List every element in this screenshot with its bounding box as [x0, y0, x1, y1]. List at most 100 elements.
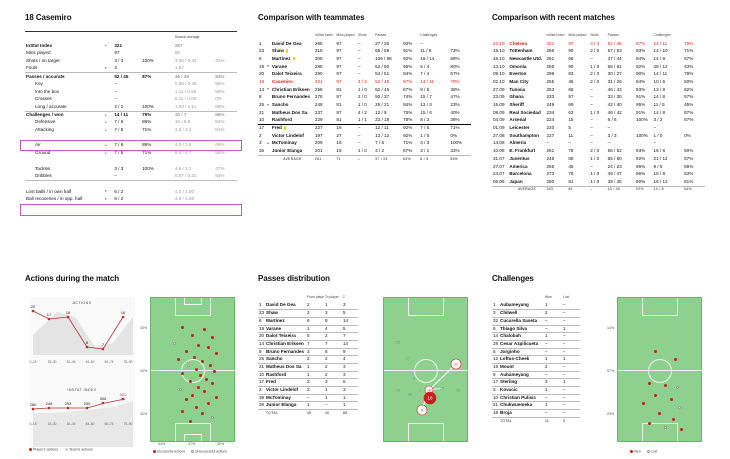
pass-node-label: 17: [406, 356, 410, 360]
player-number: 20: [258, 332, 265, 341]
time-label: 75–90: [124, 360, 133, 364]
stat-ch: –: [653, 125, 657, 131]
season-avg: 1.11 / 0.56: [174, 88, 197, 94]
stat-shots: 1 / 0: [590, 109, 600, 115]
successful-action-marker: [203, 328, 206, 331]
chart-point: [47, 406, 51, 410]
table-row: 14 Chalobah 1–: [492, 332, 580, 341]
average-idx: 261: [314, 156, 322, 161]
stat-passes: 46 / 43: [607, 86, 622, 92]
stat-shots: 2 / 0: [590, 148, 600, 154]
stat-percent: [141, 188, 174, 196]
pass-node-label: 19: [396, 388, 400, 392]
stat-idx: 224: [546, 117, 555, 123]
unsuccessful-action-marker: [211, 416, 214, 419]
match-date: 04.09: [493, 117, 505, 123]
player-name: Christian Eriksen: [271, 86, 310, 92]
player-number: 21: [492, 401, 499, 411]
match-opponent: Almeria: [509, 140, 527, 146]
player-name: Broja: [499, 409, 544, 418]
season-avg-percent: [214, 180, 237, 188]
player-name: Varane: [271, 63, 287, 69]
arrow-cell: [103, 172, 114, 181]
time-label: 15–30: [48, 360, 57, 364]
player-name: David De Gea: [271, 40, 302, 46]
stat-cp: 0%: [450, 132, 458, 138]
stat-label: Challenges / won: [26, 111, 64, 117]
table-row: Tackles 3 / 3 100% 4.6 / 2.2 47%: [25, 165, 237, 173]
player-number: 28: [492, 340, 499, 349]
stat-ch: 14 / 8: [653, 55, 666, 61]
table-row: 17 Fred 2 3 5: [258, 378, 358, 388]
stat-shots: 1 / 0: [589, 178, 607, 187]
season-avg: [174, 157, 214, 165]
unsuccessful-action-marker: [173, 342, 176, 345]
stat-idx: 227: [546, 132, 555, 138]
challenges-lost: –: [562, 409, 580, 418]
player-name: Sancho: [271, 102, 289, 108]
challenge-won-marker: [648, 422, 651, 425]
match-opponent: Tunisia: [509, 86, 526, 92]
player-number: 32: [492, 317, 499, 326]
challenge-lost-marker: [664, 426, 667, 429]
stat-ch: 3 / 2: [653, 117, 663, 123]
yellow-card-icon: [285, 49, 289, 53]
season-avg: 0.56 / 0.48: [174, 80, 197, 86]
match-date: 31.07: [493, 155, 505, 161]
stat-ch: 3 / 1: [419, 147, 450, 156]
point-value-label: 17: [47, 312, 52, 317]
stat-ch: 13 / 3: [420, 102, 432, 108]
table-row: 23 Shaw 2 3 5: [258, 309, 358, 318]
challenge-won-marker: [648, 382, 651, 385]
stat-cp: 57%: [450, 71, 460, 77]
stat-label: Ground: [35, 150, 51, 156]
stat-idx: 234: [546, 109, 555, 115]
stat-shots: –: [357, 63, 361, 69]
up-arrow-icon: ▲: [266, 141, 270, 146]
challenge-won-marker: [664, 384, 667, 387]
successful-action-marker: [189, 420, 192, 423]
stat-idx: 261: [546, 148, 555, 154]
challenges-lost: –: [562, 386, 580, 395]
season-avg-percent: [214, 196, 237, 204]
season-avg-percent: 50%: [215, 150, 225, 156]
player-number: 8: [258, 348, 265, 357]
stat-idx: 220: [546, 125, 555, 131]
table-cell: [258, 155, 266, 163]
player-stats-table: Season average InStat Index ▲ 321 267 Mins p…: [25, 33, 237, 203]
stat-idx: 285: [546, 63, 555, 69]
stat-pp: 100%: [636, 132, 648, 138]
stat-value: 6 / 2: [114, 196, 124, 202]
pass-node: [450, 358, 462, 370]
match-date: 16.10: [493, 55, 505, 61]
challenges-won: –: [544, 394, 562, 403]
match-date: 19.10: [493, 48, 505, 54]
stat-label: Air: [35, 142, 41, 148]
stat-cp: 71%: [684, 48, 694, 54]
stat-cp: 79%: [450, 78, 460, 84]
stat-cp: [449, 40, 471, 48]
point-value-label: 7: [102, 342, 105, 347]
stat-pp: 90%: [636, 71, 646, 77]
table-row: [25, 180, 237, 188]
stat-percent: [141, 80, 174, 88]
player-panel: 18 Casemiro Season average InStat Index ▲…: [25, 14, 237, 203]
player-title: 18 Casemiro: [25, 14, 237, 32]
stat-pp: 87%: [403, 86, 413, 92]
table-row: 12 Loftus-Cheek 1 1: [492, 355, 580, 364]
stat-idx: 265: [314, 40, 323, 46]
stat-pp: 71%: [403, 140, 413, 146]
stat-ch: 1 / 0: [420, 132, 430, 138]
table-row: 14 ▼ Christian Eriksen 258 81 1 / 0 52 / 45 87%…: [258, 86, 471, 94]
stat-pp: [635, 140, 652, 148]
stat-percent: [141, 172, 174, 181]
match-opponent: Tottenham: [509, 48, 533, 54]
stat-ch: 16 / 13: [652, 178, 684, 187]
stat-mins: 97: [336, 78, 342, 84]
stat-mins: 57: [568, 94, 574, 100]
passes-sum: 3: [342, 386, 358, 395]
table-row: 21 Matheus Dos Sa 237 97 4 / 2 12 / 9 75% 15 / …: [258, 109, 471, 117]
stat-pp: 92%: [636, 155, 646, 161]
challenges-lost: –: [562, 332, 580, 341]
down-arrow-icon: ▼: [104, 189, 108, 194]
